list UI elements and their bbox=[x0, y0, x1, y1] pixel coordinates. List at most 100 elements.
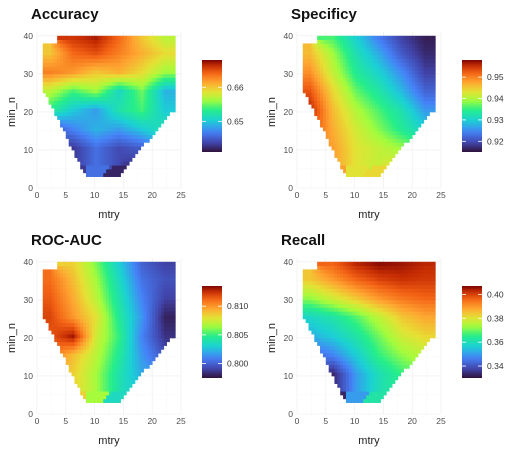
heatmap-cell bbox=[109, 35, 113, 40]
heatmap-cell bbox=[322, 345, 327, 350]
heatmap-cell bbox=[409, 353, 413, 358]
heatmap-cell bbox=[126, 73, 130, 79]
heatmap-cell bbox=[155, 265, 159, 270]
heatmap-cell bbox=[317, 341, 321, 346]
heatmap-cell bbox=[51, 104, 55, 109]
heatmap-cell bbox=[320, 337, 324, 343]
heatmap-cell bbox=[377, 161, 381, 166]
heatmap-cell bbox=[157, 315, 162, 320]
heatmap-cell bbox=[91, 394, 95, 400]
heatmap-cell bbox=[60, 311, 64, 316]
heatmap-cell bbox=[429, 89, 433, 94]
heatmap-cell bbox=[123, 115, 127, 120]
heatmap-cell bbox=[68, 142, 72, 147]
heatmap-cell bbox=[94, 115, 98, 120]
heatmap-cell bbox=[88, 123, 93, 128]
heatmap-cell bbox=[337, 104, 341, 109]
heatmap-cell bbox=[392, 62, 396, 67]
heatmap-cell bbox=[380, 315, 384, 320]
heatmap-cell bbox=[80, 273, 84, 278]
heatmap-cell bbox=[348, 307, 353, 312]
heatmap-cell bbox=[357, 43, 361, 48]
heatmap-cell bbox=[123, 89, 127, 94]
heatmap-cell bbox=[308, 73, 312, 79]
heatmap-cell bbox=[97, 368, 101, 373]
heatmap-cell bbox=[322, 39, 327, 44]
heatmap-cell bbox=[423, 85, 427, 90]
heatmap-cell bbox=[152, 130, 156, 136]
heatmap-cell bbox=[366, 394, 370, 400]
heatmap-cell bbox=[160, 277, 165, 282]
heatmap-cell bbox=[77, 100, 81, 105]
heatmap-cell bbox=[109, 334, 113, 339]
heatmap-cell bbox=[334, 92, 338, 98]
heatmap-cell bbox=[42, 47, 47, 52]
heatmap-cell bbox=[163, 330, 167, 335]
heatmap-cell bbox=[166, 108, 170, 113]
heatmap-cell bbox=[343, 77, 347, 82]
heatmap-cell bbox=[328, 111, 332, 117]
heatmap-cell bbox=[137, 269, 142, 274]
heatmap-cell bbox=[369, 387, 373, 392]
heatmap-cell bbox=[83, 337, 87, 343]
heatmap-cell bbox=[62, 280, 67, 286]
heatmap-cell bbox=[371, 394, 376, 400]
heatmap-cell bbox=[172, 54, 176, 60]
heatmap-cell bbox=[400, 85, 404, 90]
heatmap-cell bbox=[394, 149, 399, 155]
heatmap-cell bbox=[351, 345, 355, 350]
heatmap-cell bbox=[126, 341, 130, 346]
heatmap-cell bbox=[91, 379, 95, 384]
panel-accuracy: Accuracy 0 5 10 15 20 25 0 10 20 30 40 m… bbox=[6, 6, 244, 221]
heatmap-cell bbox=[109, 280, 113, 286]
heatmap-cell bbox=[103, 58, 107, 63]
heatmap-cell bbox=[345, 96, 350, 101]
heatmap-cell bbox=[366, 58, 370, 63]
heatmap-cell bbox=[80, 261, 84, 266]
heatmap-cell bbox=[132, 280, 136, 286]
heatmap-cell bbox=[120, 165, 124, 170]
heatmap-cell bbox=[374, 149, 379, 155]
heatmap-cell bbox=[406, 96, 410, 101]
heatmap-cell bbox=[403, 127, 407, 132]
heatmap-cell bbox=[308, 81, 312, 86]
heatmap-cell bbox=[417, 123, 422, 128]
heatmap-cell bbox=[94, 398, 98, 403]
heatmap-cell bbox=[57, 85, 61, 90]
heatmap-cell bbox=[374, 108, 379, 113]
heatmap-cell bbox=[91, 39, 95, 44]
heatmap-cell bbox=[322, 35, 327, 40]
heatmap-cell bbox=[172, 299, 176, 305]
heatmap-cell bbox=[155, 123, 159, 128]
heatmap-cell bbox=[415, 66, 419, 71]
heatmap-cell bbox=[406, 130, 410, 136]
heatmap-cell bbox=[100, 391, 104, 396]
heatmap-cell bbox=[88, 96, 93, 101]
heatmap-cell bbox=[366, 326, 370, 331]
heatmap-cell bbox=[134, 311, 139, 316]
heatmap-cell bbox=[334, 35, 338, 40]
heatmap-cell bbox=[351, 330, 355, 335]
heatmap-cell bbox=[343, 383, 347, 388]
heatmap-cell bbox=[172, 326, 176, 331]
heatmap-cell bbox=[85, 387, 90, 392]
heatmap-cell bbox=[103, 303, 107, 308]
heatmap-cell bbox=[432, 89, 436, 94]
heatmap-cell bbox=[80, 77, 84, 82]
heatmap-cell bbox=[71, 277, 75, 282]
heatmap-cell bbox=[109, 77, 113, 82]
heatmap-cell bbox=[403, 92, 407, 98]
heatmap-cell bbox=[132, 356, 136, 362]
heatmap-cell bbox=[377, 383, 381, 388]
heatmap-cell bbox=[354, 307, 358, 312]
heatmap-cell bbox=[371, 119, 376, 124]
heatmap-cell bbox=[389, 100, 393, 105]
heatmap-cell bbox=[334, 77, 338, 82]
heatmap-cell bbox=[54, 43, 58, 48]
heatmap-cell bbox=[106, 303, 110, 308]
heatmap-cell bbox=[100, 269, 104, 274]
heatmap-cell bbox=[334, 58, 338, 63]
heatmap-cell bbox=[369, 39, 373, 44]
heatmap-cell bbox=[100, 39, 104, 44]
heatmap-cell bbox=[88, 315, 93, 320]
